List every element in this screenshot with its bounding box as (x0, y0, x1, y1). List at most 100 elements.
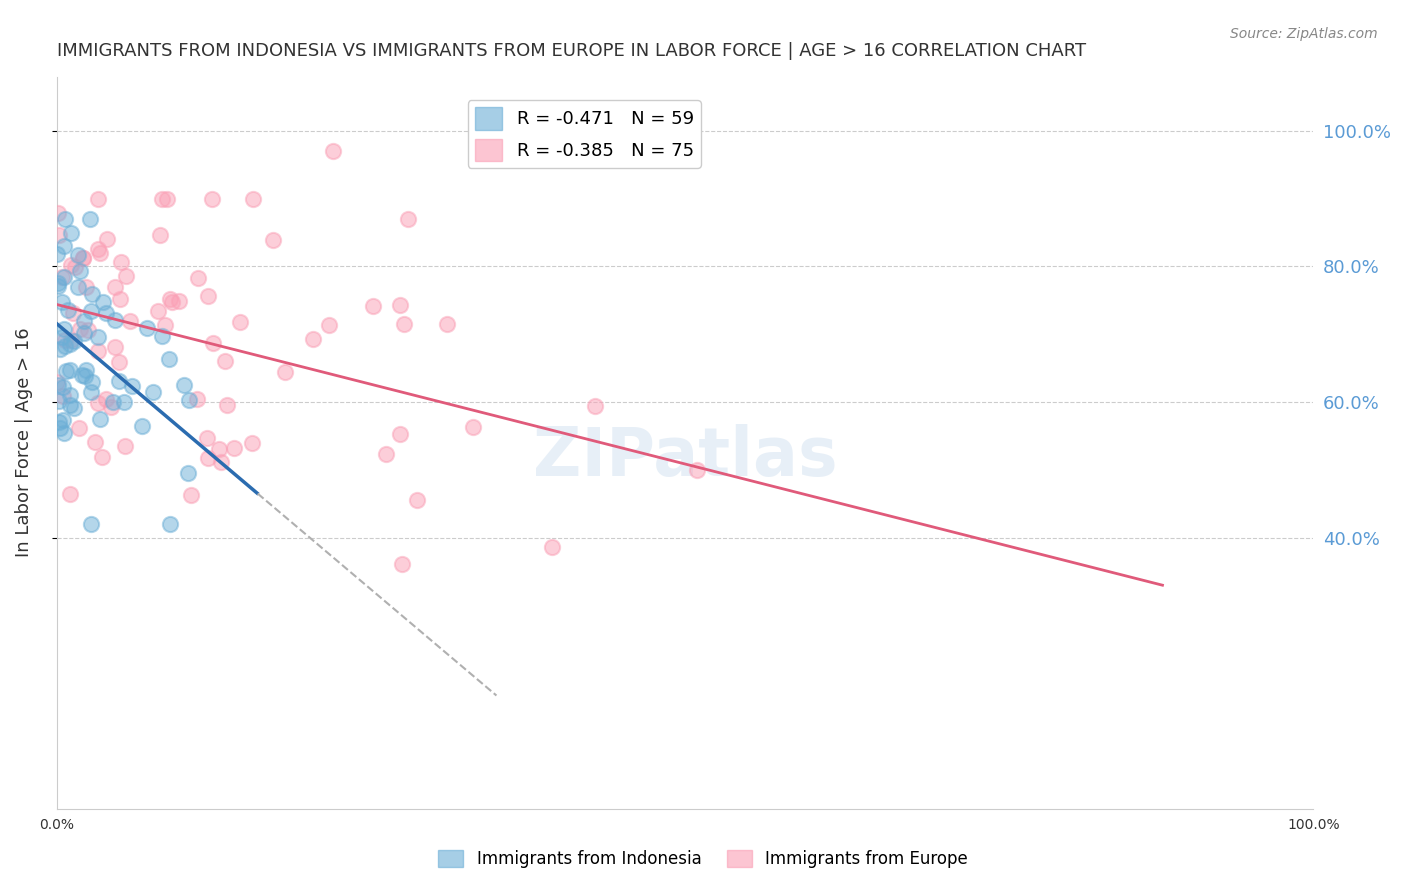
Point (177, 393, 200, 408)
Point (46, 276, 69, 290)
Point (394, 317, 416, 331)
Point (84, 435, 107, 450)
Point (322, 144, 344, 158)
Point (59, 398, 82, 412)
Point (51, 270, 73, 285)
Point (156, 192, 179, 206)
Point (48, 227, 70, 242)
Point (72, 251, 94, 265)
Point (685, 463, 707, 477)
Point (76, 323, 98, 337)
Point (209, 455, 232, 469)
Point (52, 380, 75, 394)
Y-axis label: In Labor Force | Age > 16: In Labor Force | Age > 16 (15, 328, 32, 558)
Legend: R = -0.471   N = 59, R = -0.385   N = 75: R = -0.471 N = 59, R = -0.385 N = 75 (468, 100, 702, 168)
Point (87, 242, 110, 256)
Point (200, 192, 222, 206)
Point (79, 211, 101, 226)
Point (73, 368, 96, 383)
Point (197, 289, 219, 303)
Text: IMMIGRANTS FROM INDONESIA VS IMMIGRANTS FROM EUROPE IN LABOR FORCE | AGE > 16 CO: IMMIGRANTS FROM INDONESIA VS IMMIGRANTS … (56, 42, 1085, 60)
Point (114, 268, 136, 283)
Point (73, 314, 96, 328)
Point (197, 451, 219, 466)
Point (150, 329, 173, 343)
Point (173, 377, 195, 392)
Point (87, 396, 110, 410)
Point (114, 439, 136, 453)
Point (108, 355, 131, 369)
Point (66, 248, 89, 262)
Point (60, 258, 83, 272)
Point (242, 192, 264, 206)
Point (69, 321, 91, 335)
Point (391, 557, 413, 571)
Point (104, 279, 127, 293)
Point (240, 435, 263, 450)
Point (53, 339, 76, 353)
Point (100, 400, 122, 414)
Point (51, 294, 73, 309)
Point (56, 303, 79, 318)
Point (53, 333, 76, 347)
Point (48, 393, 70, 408)
Point (361, 299, 384, 313)
Point (75, 279, 97, 293)
Point (48, 415, 70, 429)
Point (63, 260, 86, 274)
Point (51, 330, 73, 344)
Point (72, 368, 94, 382)
Point (49, 342, 72, 356)
Point (108, 292, 131, 306)
Point (80, 516, 103, 531)
Point (167, 294, 190, 309)
Point (187, 270, 209, 285)
Point (80, 384, 103, 399)
Point (52, 389, 75, 403)
Point (274, 365, 297, 379)
Point (80, 376, 103, 390)
Point (75, 363, 97, 377)
Point (131, 419, 153, 434)
Point (94, 392, 117, 407)
Point (89, 412, 111, 426)
Point (52, 413, 75, 427)
Point (222, 441, 245, 455)
Point (52, 322, 75, 336)
Point (86, 330, 108, 344)
Point (46, 206, 69, 220)
Point (58, 388, 80, 402)
Point (153, 318, 176, 333)
Point (72, 252, 94, 266)
Point (91, 294, 114, 309)
Point (112, 395, 135, 409)
Point (157, 352, 180, 367)
Point (46, 375, 69, 389)
Point (177, 466, 200, 480)
Point (388, 427, 411, 442)
Point (46, 247, 69, 261)
Point (186, 392, 208, 406)
Point (436, 317, 458, 331)
Point (374, 446, 396, 460)
Point (540, 540, 562, 554)
Point (136, 321, 159, 335)
Point (63, 401, 86, 415)
Point (149, 228, 172, 243)
Point (150, 192, 173, 206)
Point (388, 298, 411, 312)
Point (101, 395, 124, 409)
Point (80, 304, 103, 318)
Point (159, 516, 181, 531)
Point (53, 269, 76, 284)
Point (104, 313, 127, 327)
Point (53, 239, 76, 253)
Point (104, 340, 127, 354)
Point (87, 192, 110, 206)
Point (96, 306, 118, 320)
Point (302, 332, 325, 346)
Point (73, 326, 96, 341)
Point (89, 246, 111, 260)
Point (208, 442, 231, 456)
Point (201, 335, 224, 350)
